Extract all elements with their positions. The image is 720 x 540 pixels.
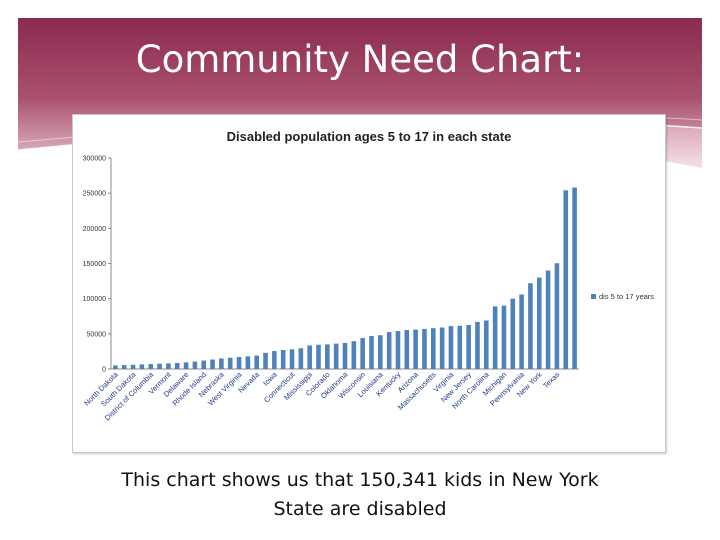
y-tick-label: 100000 [83, 296, 106, 303]
chart-title: Disabled population ages 5 to 17 in each… [227, 129, 512, 144]
bar [386, 332, 392, 369]
legend-swatch [591, 294, 596, 299]
bar [333, 343, 339, 369]
bar [536, 277, 542, 369]
bar [219, 358, 224, 369]
bar [316, 344, 321, 369]
bar [466, 325, 471, 369]
bar [545, 270, 551, 369]
bar [554, 263, 560, 369]
bar [572, 187, 577, 369]
bar [360, 338, 365, 369]
bar [307, 345, 312, 369]
bar [227, 357, 233, 369]
bar [210, 359, 215, 369]
bar [254, 355, 259, 369]
bar [369, 335, 374, 369]
bar [395, 331, 401, 369]
caption-line-2: State are disabled [273, 498, 447, 520]
caption-line-1: This chart shows us that 150,341 kids in… [121, 469, 599, 491]
bar [404, 329, 410, 369]
bar-chart: Disabled population ages 5 to 17 in each… [82, 129, 654, 422]
x-tick-label: Texas [541, 370, 561, 390]
bar [510, 298, 516, 369]
bar [342, 342, 348, 369]
bar [139, 364, 145, 369]
bar [439, 327, 445, 369]
y-tick-label: 200000 [83, 226, 106, 233]
bar [148, 364, 154, 369]
bar [422, 328, 427, 369]
bar [174, 363, 180, 369]
bar [298, 348, 304, 369]
slide-title: Community Need Chart: [135, 38, 585, 81]
bar [378, 335, 383, 369]
bar [325, 344, 330, 369]
bar [475, 321, 480, 369]
bar [289, 349, 295, 369]
bar [166, 363, 171, 369]
bar [492, 306, 498, 369]
bar [130, 364, 136, 369]
bar [121, 365, 127, 369]
bar [201, 360, 207, 369]
bar [192, 361, 198, 369]
bar [157, 363, 162, 369]
bar [263, 352, 268, 369]
bar [457, 325, 463, 369]
bar [501, 305, 507, 369]
bar [519, 294, 524, 369]
legend-label: dis 5 to 17 years [599, 292, 654, 301]
chart-frame: Disabled population ages 5 to 17 in each… [72, 114, 666, 453]
bar [272, 351, 277, 369]
bar [431, 328, 436, 369]
bar-series [113, 187, 577, 369]
y-tick-label: 0 [102, 367, 106, 374]
y-tick-label: 300000 [83, 156, 106, 163]
bar [413, 329, 418, 369]
bar [563, 190, 569, 369]
y-tick-label: 150000 [83, 261, 106, 268]
caption: This chart shows us that 150,341 kids in… [110, 466, 610, 524]
bar [351, 341, 357, 369]
bar [448, 326, 454, 369]
bar [113, 365, 118, 369]
bar [528, 283, 533, 369]
bar [483, 320, 489, 369]
y-tick-label: 50000 [87, 331, 107, 338]
bar [280, 350, 286, 369]
bar [236, 357, 242, 369]
bar [245, 356, 251, 369]
y-tick-label: 250000 [83, 191, 106, 198]
legend: dis 5 to 17 years [591, 292, 654, 301]
bar [183, 362, 189, 369]
